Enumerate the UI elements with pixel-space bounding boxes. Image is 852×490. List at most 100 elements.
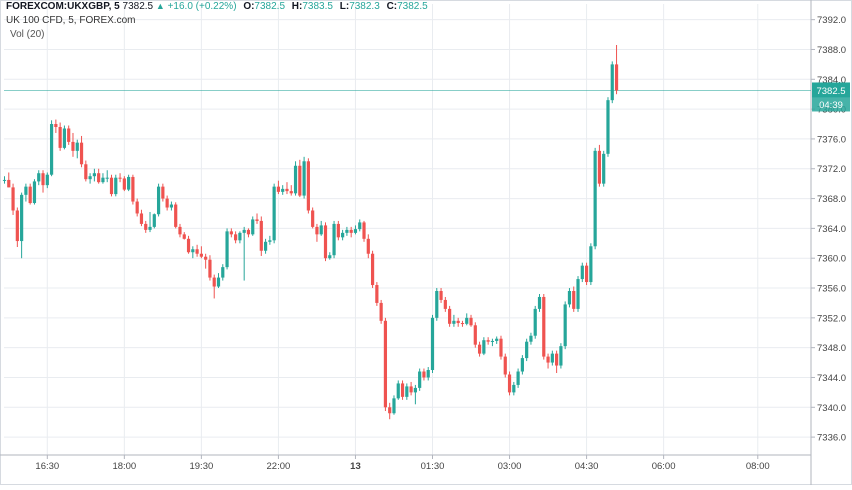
candle-body[interactable]	[208, 259, 212, 278]
candle-body[interactable]	[537, 296, 542, 309]
candle-body[interactable]	[28, 186, 32, 204]
candle-body[interactable]	[362, 222, 366, 239]
candle-body[interactable]	[37, 173, 41, 182]
candle-body[interactable]	[443, 299, 447, 309]
candle-body[interactable]	[550, 353, 554, 363]
candle-body[interactable]	[400, 383, 405, 397]
candle-body[interactable]	[589, 246, 593, 283]
candle-body[interactable]	[238, 232, 242, 241]
candle-body[interactable]	[379, 302, 383, 321]
candle-body[interactable]	[306, 161, 310, 211]
candle-body[interactable]	[345, 229, 349, 233]
candle-body[interactable]	[439, 291, 443, 300]
candle-body[interactable]	[375, 285, 379, 303]
candle-body[interactable]	[555, 353, 559, 366]
candle-body[interactable]	[204, 256, 208, 260]
candle-body[interactable]	[409, 386, 413, 393]
candle-body[interactable]	[79, 142, 84, 165]
candle-body[interactable]	[131, 176, 135, 202]
candle-body[interactable]	[195, 249, 199, 254]
candle-body[interactable]	[606, 100, 610, 154]
candle-body[interactable]	[251, 219, 255, 235]
candle-body[interactable]	[32, 181, 37, 204]
candle-body[interactable]	[319, 225, 323, 235]
candle-body[interactable]	[101, 177, 105, 183]
candle-body[interactable]	[242, 229, 246, 233]
candle-body[interactable]	[435, 291, 439, 318]
candle-body[interactable]	[54, 124, 58, 127]
candle-body[interactable]	[62, 128, 67, 148]
candle-body[interactable]	[15, 210, 19, 242]
candle-body[interactable]	[178, 226, 182, 235]
candle-body[interactable]	[71, 141, 75, 151]
candle-body[interactable]	[336, 223, 340, 238]
candle-body[interactable]	[11, 187, 15, 211]
candle-body[interactable]	[127, 176, 131, 190]
candle-body[interactable]	[109, 177, 114, 195]
candle-body[interactable]	[315, 226, 319, 235]
candle-body[interactable]	[460, 323, 465, 325]
candle-body[interactable]	[152, 214, 156, 227]
candle-body[interactable]	[486, 340, 490, 342]
candle-body[interactable]	[41, 173, 45, 186]
candle-body[interactable]	[191, 249, 195, 253]
candle-body[interactable]	[281, 188, 285, 192]
candle-body[interactable]	[349, 229, 353, 233]
candle-body[interactable]	[525, 341, 529, 359]
candle-body[interactable]	[58, 127, 62, 148]
candle-body[interactable]	[366, 238, 370, 254]
candle-body[interactable]	[174, 204, 178, 227]
candle-body[interactable]	[610, 64, 614, 101]
candle-body[interactable]	[383, 320, 388, 408]
candle-body[interactable]	[396, 383, 400, 399]
candle-body[interactable]	[473, 325, 477, 345]
candle-body[interactable]	[405, 386, 409, 397]
candle-body[interactable]	[97, 173, 101, 183]
candle-body[interactable]	[614, 64, 619, 91]
candle-body[interactable]	[546, 356, 550, 363]
candle-body[interactable]	[212, 277, 216, 287]
candle-body[interactable]	[49, 124, 54, 175]
candle-body[interactable]	[45, 174, 49, 186]
candle-body[interactable]	[328, 255, 332, 259]
candle-body[interactable]	[311, 210, 315, 227]
candle-body[interactable]	[289, 191, 293, 194]
candle-body[interactable]	[567, 291, 572, 305]
candle-body[interactable]	[186, 238, 191, 253]
candle-body[interactable]	[216, 277, 221, 287]
candle-body[interactable]	[448, 308, 452, 324]
candle-body[interactable]	[358, 222, 362, 230]
candle-body[interactable]	[118, 177, 122, 179]
candle-body[interactable]	[392, 398, 396, 414]
candle-body[interactable]	[122, 178, 126, 190]
candle-body[interactable]	[576, 279, 580, 309]
candle-body[interactable]	[477, 344, 482, 354]
candle-body[interactable]	[263, 241, 268, 251]
candle-body[interactable]	[602, 153, 606, 184]
candle-body[interactable]	[572, 291, 576, 309]
candle-body[interactable]	[452, 320, 456, 324]
candle-body[interactable]	[503, 356, 507, 375]
candle-body[interactable]	[7, 179, 11, 188]
candle-body[interactable]	[512, 384, 516, 393]
candle-body[interactable]	[259, 220, 263, 251]
candle-body[interactable]	[302, 161, 306, 196]
candle-body[interactable]	[597, 150, 602, 184]
candle-body[interactable]	[482, 340, 486, 354]
candle-body[interactable]	[370, 253, 375, 286]
candle-body[interactable]	[323, 225, 328, 259]
candle-body[interactable]	[165, 198, 169, 208]
volume-indicator-label[interactable]: Vol (20)	[10, 29, 45, 40]
candle-body[interactable]	[285, 188, 289, 192]
candle-body[interactable]	[516, 371, 520, 385]
candle-body[interactable]	[422, 371, 426, 378]
candle-body[interactable]	[559, 346, 563, 366]
candle-body[interactable]	[584, 265, 589, 283]
candle-body[interactable]	[418, 371, 422, 388]
candle-body[interactable]	[456, 320, 460, 324]
candle-body[interactable]	[542, 296, 546, 357]
candle-body[interactable]	[105, 177, 109, 179]
candle-body[interactable]	[293, 165, 298, 194]
